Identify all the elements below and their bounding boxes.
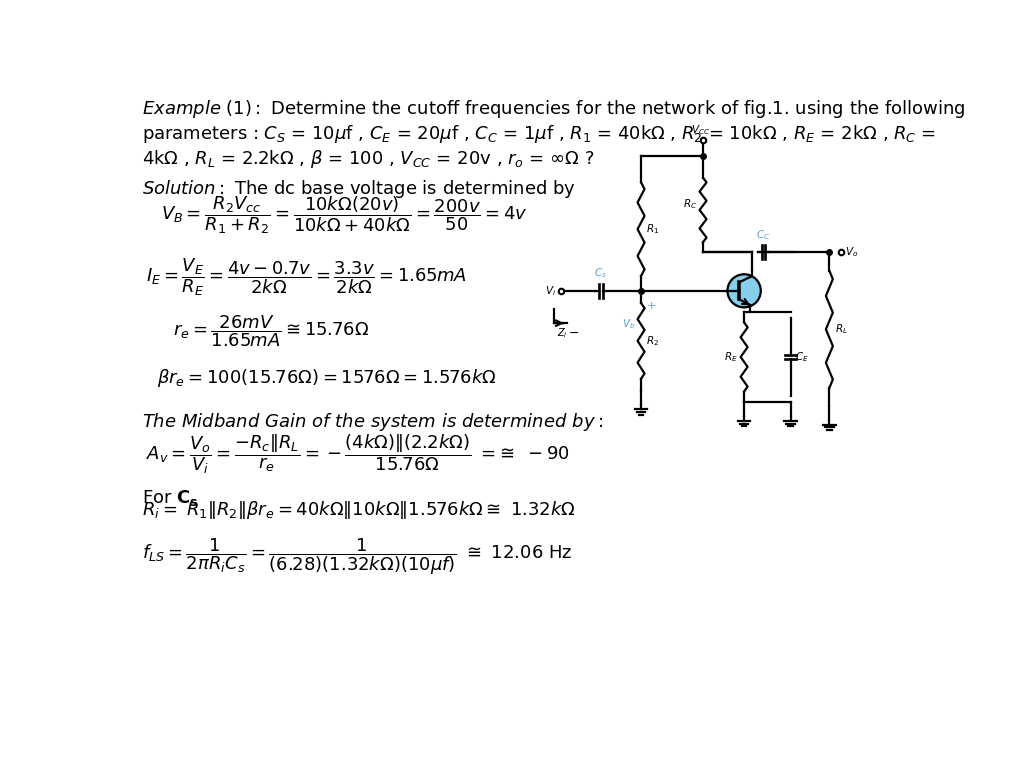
Text: $f_{LS} = \dfrac{1}{2\pi R_i C_s} = \dfrac{1}{(6.28)(1.32k\Omega)(10\mu f)}\ \co: $f_{LS} = \dfrac{1}{2\pi R_i C_s} = \dfr…	[142, 536, 572, 577]
Text: $I_E = \dfrac{V_E}{R_E} = \dfrac{4v - 0.7v}{2k\Omega} = \dfrac{3.3v}{2k\Omega} =: $I_E = \dfrac{V_E}{R_E} = \dfrac{4v - 0.…	[145, 257, 467, 298]
Text: $-$: $-$	[568, 326, 580, 339]
Text: $+$: $+$	[646, 300, 655, 311]
Text: $A_v = \dfrac{V_o}{V_i} = \dfrac{-R_c \| R_L}{r_e} = - \dfrac{(4k\Omega)\|(2.2k\: $A_v = \dfrac{V_o}{V_i} = \dfrac{-R_c \|…	[145, 432, 570, 476]
Text: $R_E$: $R_E$	[724, 350, 738, 364]
Text: $\mathbf{\mathit{Solution:}}$ The dc base voltage is determined by: $\mathbf{\mathit{Solution:}}$ The dc bas…	[142, 178, 575, 200]
Text: $C_E$: $C_E$	[796, 350, 809, 364]
Text: $V_b$: $V_b$	[623, 317, 636, 331]
Text: $Z_i$: $Z_i$	[557, 326, 568, 340]
Text: $V_i$: $V_i$	[545, 284, 556, 298]
Text: $r_e = \dfrac{26mV}{1.65mA} \cong 15.76\Omega$: $r_e = \dfrac{26mV}{1.65mA} \cong 15.76\…	[173, 313, 369, 349]
Text: parameters : $C_S$ = 10$\mu$f , $C_E$ = 20$\mu$f , $C_C$ = 1$\mu$f , $R_1$ = 40k: parameters : $C_S$ = 10$\mu$f , $C_E$ = …	[142, 123, 936, 145]
Text: $R_1$: $R_1$	[646, 222, 659, 236]
Text: $C_C$: $C_C$	[757, 228, 771, 242]
Text: $\mathbf{\mathit{The\ Midband\ Gain\ of\ the\ system\ is\ determined\ by:}}$: $\mathbf{\mathit{The\ Midband\ Gain\ of\…	[142, 411, 603, 433]
Text: $R_L$: $R_L$	[835, 323, 848, 336]
Text: $R_i =\ R_1 \| R_2 \| \beta r_e = 40k\Omega \| 10k\Omega \| 1.576k\Omega \cong\ : $R_i =\ R_1 \| R_2 \| \beta r_e = 40k\Om…	[142, 499, 575, 521]
Text: $R_2$: $R_2$	[646, 334, 659, 348]
Text: $V_{CC}$: $V_{CC}$	[691, 123, 711, 137]
Text: For $\mathbf{C_s}$: For $\mathbf{C_s}$	[142, 488, 199, 508]
Text: $\beta r_e = 100(15.76\Omega) = 1576\Omega = 1.576k\Omega$: $\beta r_e = 100(15.76\Omega) = 1576\Ome…	[158, 367, 498, 389]
Text: $C_s$: $C_s$	[594, 266, 607, 280]
Text: 4k$\Omega$ , $R_L$ = 2.2k$\Omega$ , $\beta$ = 100 , $V_{CC}$ = 20v , $r_o$ = $\i: 4k$\Omega$ , $R_L$ = 2.2k$\Omega$ , $\be…	[142, 147, 594, 170]
Circle shape	[727, 274, 761, 307]
Text: $R_C$: $R_C$	[683, 197, 697, 210]
Text: $V_B = \dfrac{R_2 V_{cc}}{R_1 + R_2} = \dfrac{10k\Omega(20v)}{10k\Omega + 40k\Om: $V_B = \dfrac{R_2 V_{cc}}{R_1 + R_2} = \…	[162, 194, 527, 237]
Text: $V_o$: $V_o$	[845, 246, 858, 260]
Text: $\mathbf{\mathit{Example\ (1):}}$ Determine the cutoff frequencies for the netwo: $\mathbf{\mathit{Example\ (1):}}$ Determ…	[142, 98, 966, 121]
